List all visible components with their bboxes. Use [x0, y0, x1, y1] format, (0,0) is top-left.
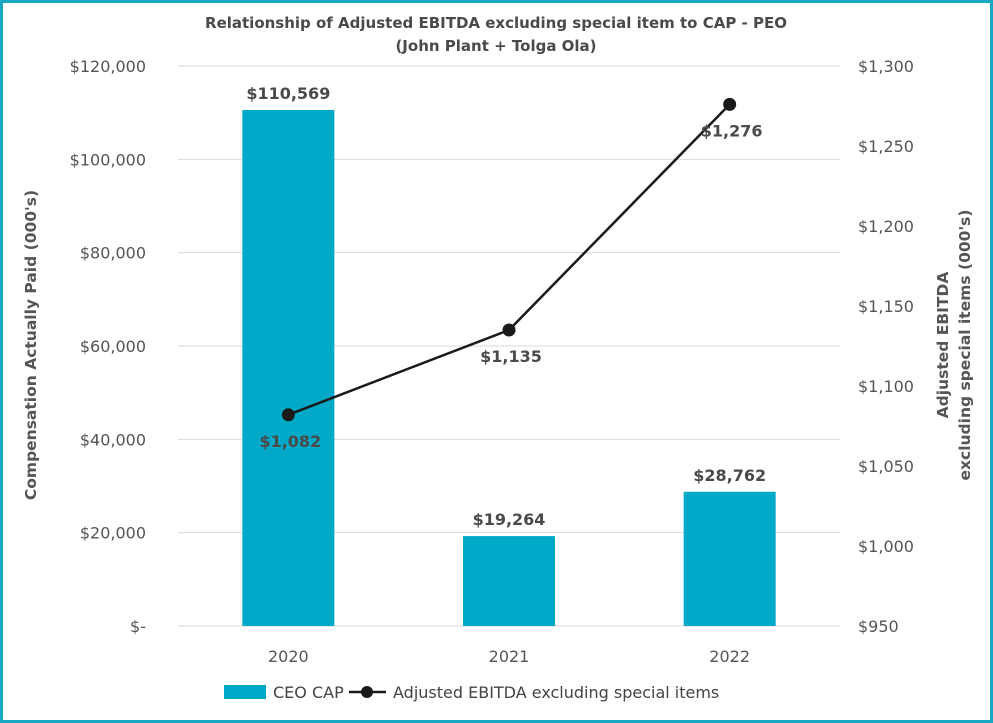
right-tick-label: $950: [858, 617, 899, 636]
right-tick-label: $1,200: [858, 217, 914, 236]
left-tick-label: $120,000: [70, 57, 146, 76]
right-tick-label: $1,050: [858, 457, 914, 476]
line-point: [502, 323, 516, 337]
right-axis-label-line1: Adjusted EBITDA: [934, 272, 952, 419]
line-data-label: $1,082: [259, 432, 321, 451]
x-axis-ticks: 2020 2021 2022: [268, 647, 750, 666]
x-tick-label: 2021: [489, 647, 530, 666]
x-tick-label: 2020: [268, 647, 309, 666]
right-tick-label: $1,000: [858, 537, 914, 556]
left-tick-label: $20,000: [80, 524, 146, 543]
line-point: [723, 97, 737, 111]
right-axis-label-line2: excluding special items (000's): [956, 210, 974, 481]
ebitda-line: [287, 103, 731, 416]
line-data-label: $1,276: [701, 121, 763, 140]
chart-title-line1: Relationship of Adjusted EBITDA excludin…: [205, 14, 787, 32]
legend: CEO CAP Adjusted EBITDA excluding specia…: [224, 683, 719, 702]
bar-data-label: $19,264: [473, 510, 546, 529]
chart-title-line2: (John Plant + Tolga Ola): [395, 37, 596, 55]
bar-data-label: $28,762: [693, 466, 766, 485]
bar: [242, 110, 335, 626]
bar: [683, 491, 776, 626]
legend-label-ceo-cap: CEO CAP: [273, 683, 344, 702]
right-tick-label: $1,150: [858, 297, 914, 316]
bar-series: $110,569 $19,264 $28,762: [242, 84, 776, 626]
right-tick-label: $1,250: [858, 137, 914, 156]
line-data-label: $1,135: [480, 347, 542, 366]
legend-label-ebitda: Adjusted EBITDA excluding special items: [393, 683, 719, 702]
left-tick-label: $80,000: [80, 244, 146, 263]
left-tick-label: $-: [130, 617, 146, 636]
bar-data-label: $110,569: [246, 84, 330, 103]
legend-swatch-ceo-cap: [224, 685, 266, 699]
legend-marker-ebitda: [361, 686, 373, 698]
right-tick-label: $1,100: [858, 377, 914, 396]
left-tick-label: $40,000: [80, 430, 146, 449]
bar: [463, 536, 555, 626]
x-tick-label: 2022: [709, 647, 750, 666]
line-point: [281, 408, 295, 422]
left-tick-label: $60,000: [80, 337, 146, 356]
left-axis-ticks: $- $20,000 $40,000 $60,000 $80,000 $100,000 $1…: [70, 57, 146, 636]
right-axis-ticks: $950 $1,000 $1,050 $1,100 $1,150 $1,200 $1,250…: [858, 57, 914, 636]
right-tick-label: $1,300: [858, 57, 914, 76]
left-tick-label: $100,000: [70, 150, 146, 169]
left-axis-label: Compensation Actually Paid (000's): [22, 190, 40, 500]
line-series: $1,082 $1,135 $1,276: [259, 97, 763, 451]
